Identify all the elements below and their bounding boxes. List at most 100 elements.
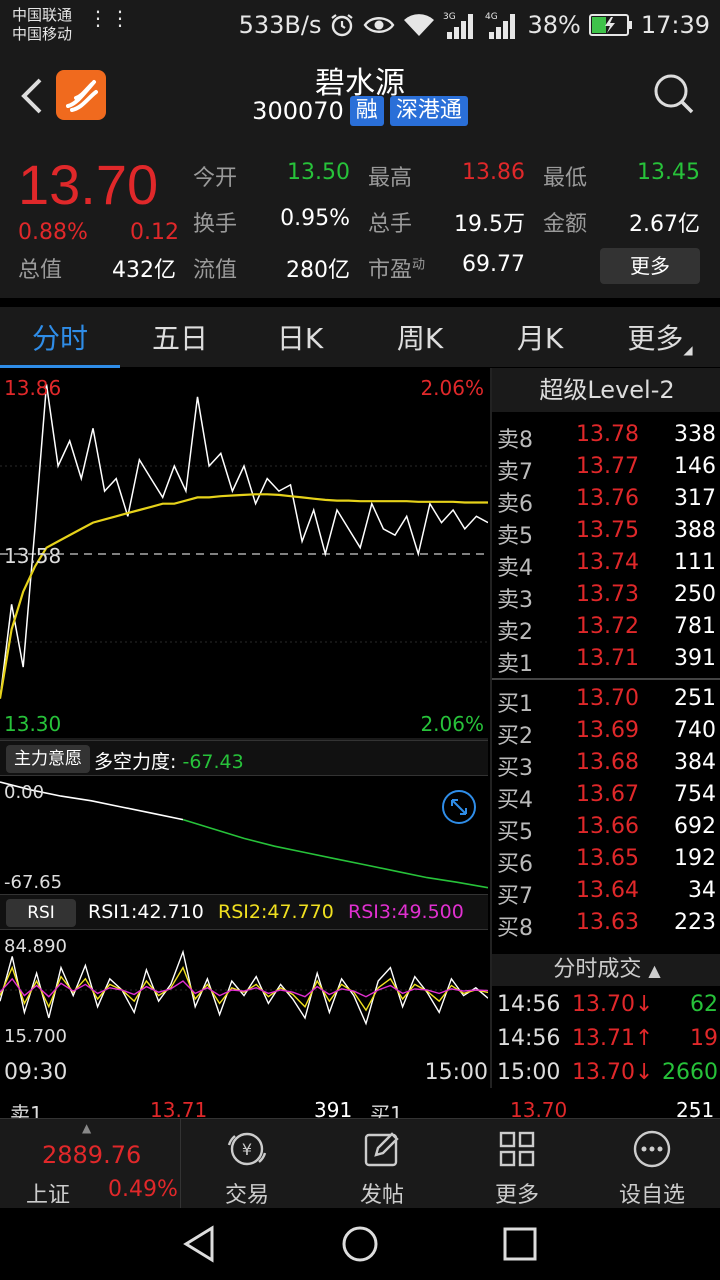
bid-row[interactable]: 买8 13.63 223: [492, 908, 720, 941]
carrier-2: 中国移动: [12, 25, 73, 43]
index-percent: 0.49%: [108, 1177, 178, 1202]
tab-five-day[interactable]: 五日: [151, 322, 208, 355]
search-icon[interactable]: [652, 72, 696, 116]
pe-label-text: 市盈: [368, 258, 413, 283]
pct-high-label: 2.06%: [420, 376, 484, 400]
order-book: 超级Level-2 卖8 13.78 338 卖7 13.77 146 卖6 13.76 317…: [490, 368, 720, 1088]
force-line-green: [182, 818, 488, 889]
nav-watchlist[interactable]: 设自选: [587, 1127, 717, 1209]
bid-price: 13.66: [576, 814, 639, 839]
rsi-series-RSI1: [0, 949, 488, 1026]
ask-price: 13.78: [576, 422, 639, 447]
trade-time: 14:56: [497, 1026, 561, 1051]
status-bar: 中国联通 中国移动 ⋮⋮ 533B/s 3G 4G 38% 17:39: [0, 0, 720, 50]
tab-day-k[interactable]: 日K: [276, 322, 324, 355]
ask-row[interactable]: 卖3 13.73 250: [492, 580, 720, 613]
tab-intraday[interactable]: 分时: [31, 322, 88, 355]
bid-row[interactable]: 买7 13.64 34: [492, 876, 720, 909]
bid-price: 13.65: [576, 846, 639, 871]
ask-price: 13.73: [576, 582, 639, 607]
force-chart[interactable]: [0, 776, 488, 894]
bid-row[interactable]: 买6 13.65 192: [492, 844, 720, 877]
force-panel-header: 主力意愿 多空力度: -67.43: [0, 740, 488, 776]
book-divider: [492, 678, 720, 680]
tab-active-indicator: [0, 365, 120, 368]
pct-low-label: 2.06%: [420, 712, 484, 736]
trade-price: 13.70↓: [572, 992, 654, 1017]
recents-square-icon[interactable]: [500, 1224, 540, 1264]
chart-tabs: 分时 五日 日K 周K 月K 更多◢: [0, 305, 720, 368]
series-avg: [0, 493, 488, 699]
back-triangle-icon[interactable]: [180, 1224, 220, 1264]
bid-row[interactable]: 买5 13.66 692: [492, 812, 720, 845]
ask-row[interactable]: 卖7 13.77 146: [492, 452, 720, 485]
rsi-indicator-button[interactable]: RSI: [6, 899, 76, 927]
nav-trade-label: 交易: [224, 1183, 269, 1208]
bid-price: 13.70: [576, 686, 639, 711]
bid-qty: 251: [674, 686, 716, 711]
float-label: 流值: [193, 258, 238, 283]
series-price: [0, 384, 488, 699]
nav-post[interactable]: 发帖: [317, 1127, 447, 1209]
intraday-chart[interactable]: [0, 368, 488, 740]
stock-code: 300070: [252, 97, 344, 125]
up-caret-icon: ▲: [82, 1121, 92, 1135]
tab-week-k[interactable]: 周K: [396, 322, 444, 355]
tab-more[interactable]: 更多◢: [600, 317, 720, 357]
index-ticker[interactable]: ▲ 2889.76 上证 0.49%: [0, 1119, 180, 1209]
more-quote-button[interactable]: 更多: [600, 248, 700, 284]
ask-level: 卖3: [497, 588, 533, 613]
low-value: 13.45: [637, 160, 700, 185]
ask-row[interactable]: 卖1 13.71 391: [492, 644, 720, 677]
nav-more[interactable]: 更多: [452, 1127, 582, 1209]
pe-value: 69.77: [462, 252, 525, 277]
bid-row[interactable]: 买1 13.70 251: [492, 684, 720, 717]
open-label: 今开: [193, 166, 238, 191]
open-value: 13.50: [287, 160, 350, 185]
bid-row[interactable]: 买4 13.67 754: [492, 780, 720, 813]
rsi-chart[interactable]: [0, 930, 488, 1050]
back-arrow-icon[interactable]: [18, 76, 48, 116]
tab-month-k[interactable]: 月K: [516, 322, 564, 355]
bid-qty: 740: [674, 718, 716, 743]
ask-level: 卖2: [497, 620, 533, 645]
current-price: 13.70: [18, 153, 159, 216]
bid-row[interactable]: 买2 13.69 740: [492, 716, 720, 749]
trade-row: 14:56 13.71↑ 19: [492, 1024, 720, 1058]
bid-price: 13.63: [576, 910, 639, 935]
rsi-series-RSI3: [0, 977, 488, 998]
bid-row[interactable]: 买3 13.68 384: [492, 748, 720, 781]
bottom-toolbar: ▲ 2889.76 上证 0.49% ¥ 交易 发帖 更多 设自选: [0, 1118, 720, 1209]
ask-row[interactable]: 卖5 13.75 388: [492, 516, 720, 549]
trades-header[interactable]: 分时成交 ▲: [492, 954, 720, 986]
stock-name: 碧水源: [315, 66, 405, 101]
chart-area[interactable]: 13.86 2.06% 13.58 13.30 2.06% 主力意愿 多空力度:…: [0, 368, 488, 1088]
ask-level: 卖8: [497, 428, 533, 453]
ask-row[interactable]: 卖6 13.76 317: [492, 484, 720, 517]
ask-row[interactable]: 卖4 13.74 111: [492, 548, 720, 581]
edit-icon: [364, 1132, 399, 1167]
prev-close-label: 13.58: [4, 544, 62, 568]
ask-row[interactable]: 卖8 13.78 338: [492, 420, 720, 453]
time-end-label: 15:00: [424, 1060, 488, 1085]
trade-time: 15:00: [497, 1060, 561, 1085]
ask-price: 13.72: [576, 614, 639, 639]
volume-value: 19.5万: [454, 212, 525, 237]
force-indicator-button[interactable]: 主力意愿: [6, 745, 90, 773]
nav-trade[interactable]: ¥ 交易: [182, 1127, 312, 1209]
home-circle-icon[interactable]: [340, 1224, 380, 1264]
strip-bid-price: 13.70: [510, 1098, 568, 1118]
bid-price: 13.67: [576, 782, 639, 807]
bid-level: 买8: [497, 916, 533, 941]
level2-title[interactable]: 超级Level-2: [492, 368, 720, 412]
expand-icon[interactable]: [440, 788, 478, 826]
bid-ask-strip: 卖1 13.71 391 买1 13.70 251: [0, 1094, 720, 1118]
ask-qty: 338: [674, 422, 716, 447]
clock: 17:39: [640, 11, 710, 39]
total-value-label: 总值: [18, 258, 63, 283]
turnover-label: 换手: [193, 212, 238, 237]
ask-row[interactable]: 卖2 13.72 781: [492, 612, 720, 645]
total-value: 432亿: [112, 258, 176, 283]
rsi1-legend: RSI1:42.710: [88, 901, 204, 923]
high-label: 最高: [368, 166, 413, 191]
